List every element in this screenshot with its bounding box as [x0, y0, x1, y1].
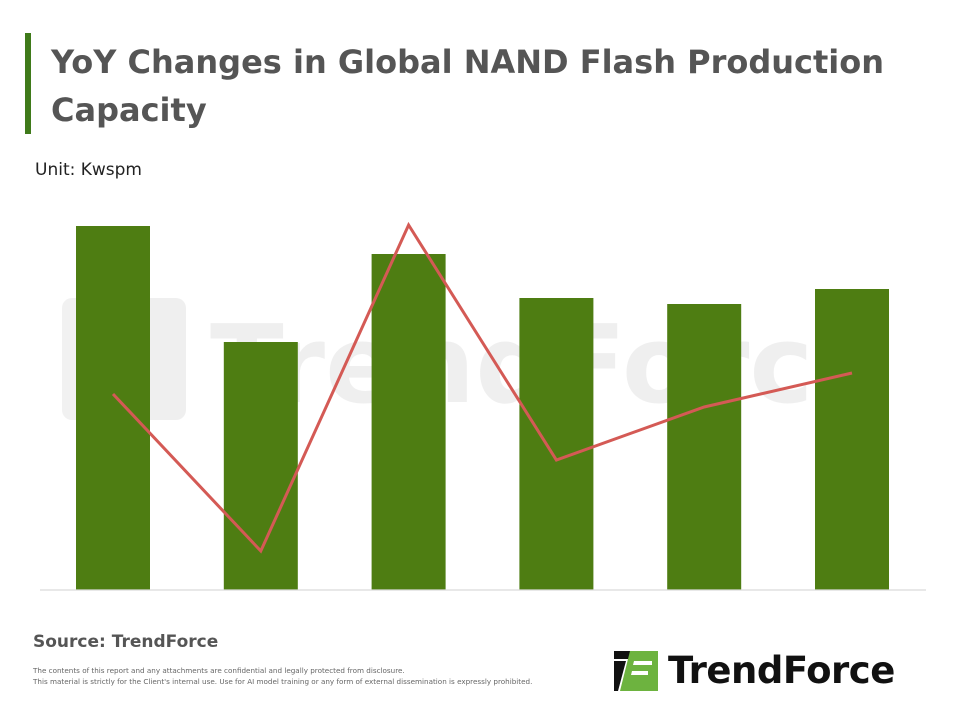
bar [815, 289, 889, 590]
trendforce-logo-icon [614, 651, 658, 691]
title-accent-bar [25, 33, 31, 134]
source-label: Source: TrendForce [33, 632, 219, 652]
bar [519, 298, 594, 590]
disclaimer-line-1: The contents of this report and any atta… [33, 666, 405, 675]
watermark: TrendForce [62, 298, 887, 428]
bar [76, 226, 150, 590]
logo-text: TrendForce [668, 649, 895, 692]
line-series [111, 221, 853, 554]
disclaimer: The contents of this report and any atta… [33, 665, 532, 687]
bar [371, 254, 446, 590]
bar [667, 304, 742, 590]
trendforce-logo: TrendForce [612, 647, 932, 695]
page-title: YoY Changes in Global NAND Flash Product… [51, 43, 885, 129]
unit-label: Unit: Kwspm [35, 160, 142, 180]
disclaimer-line-2: This material is strictly for the Client… [33, 677, 533, 686]
